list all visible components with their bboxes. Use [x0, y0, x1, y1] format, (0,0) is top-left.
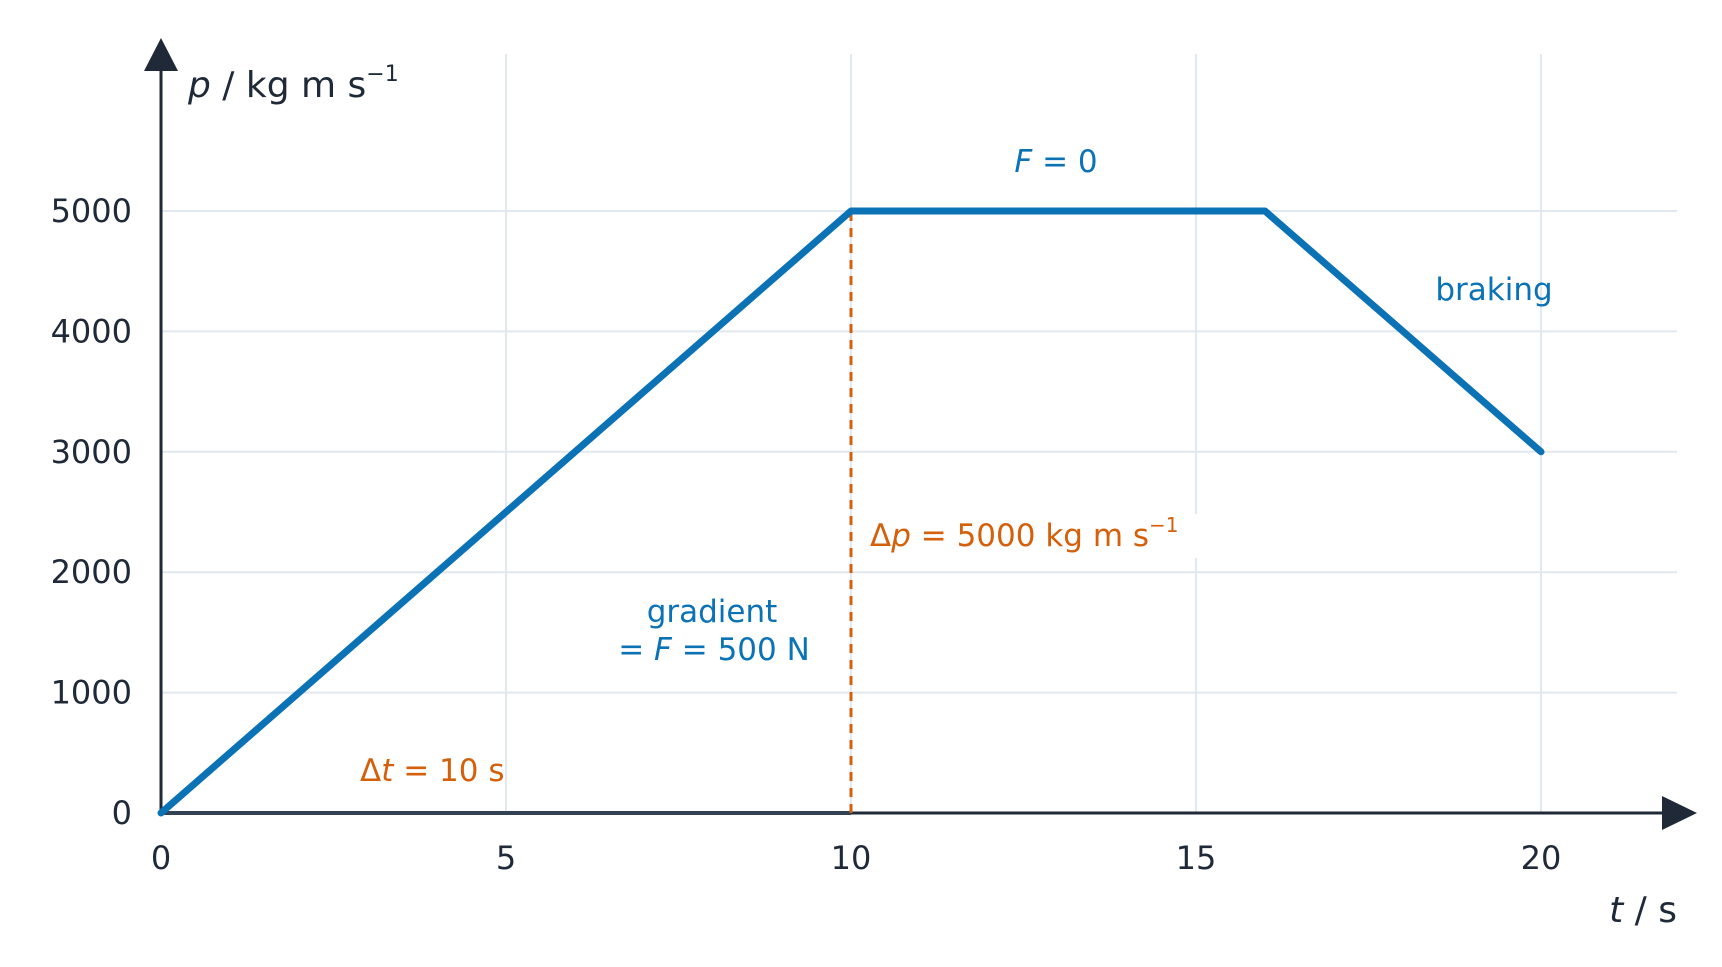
annotation-f-zero-var: F: [1014, 144, 1033, 180]
y-axis-unit: / kg m s: [211, 65, 366, 106]
y-axis-unit-exponent: −1: [366, 62, 398, 87]
grid-lines: [161, 54, 1677, 813]
x-axis-variable: t: [1609, 890, 1625, 931]
annotation-gradient-line2: = F = 500 N: [618, 632, 810, 668]
plot-marks: [157, 207, 1545, 817]
chart-labels: p / kg m s−1 t / s F = 0 braking gradien…: [187, 62, 1677, 931]
delta-p-label-background: [866, 514, 1206, 558]
y-axis-variable: p: [187, 65, 211, 106]
y-tick-label-3000: 3000: [51, 433, 132, 471]
annotation-gradient-line1: gradient: [647, 594, 778, 630]
y-tick-label-2000: 2000: [51, 553, 132, 591]
x-tick-label-20: 20: [1521, 839, 1562, 877]
annotation-gradient-pre: =: [618, 632, 654, 668]
y-tick-label-1000: 1000: [51, 674, 132, 712]
annotation-f-zero: F = 0: [1014, 144, 1097, 180]
annotation-delta-p-var: p: [890, 518, 911, 554]
x-tick-label-10: 10: [831, 839, 872, 877]
annotation-delta-t-rest: = 10 s: [393, 753, 504, 789]
annotation-delta-p-exponent: −1: [1149, 513, 1178, 537]
y-tick-label-4000: 4000: [51, 312, 132, 350]
axes: [144, 38, 1697, 830]
x-tick-label-15: 15: [1176, 839, 1217, 877]
tick-labels: 0 5 10 15 20 0 1000 2000 3000 4000 5000: [51, 192, 1562, 877]
annotation-delta-t-var: t: [381, 753, 395, 789]
annotation-f-zero-rest: = 0: [1032, 144, 1097, 180]
x-axis-arrow: [1662, 796, 1697, 830]
annotation-delta-p: Δp = 5000 kg m s−1: [870, 513, 1179, 554]
annotation-braking: braking: [1435, 272, 1552, 308]
annotation-gradient-var: F: [654, 632, 673, 668]
x-tick-label-5: 5: [496, 839, 516, 877]
annotation-delta-t-pre: Δ: [360, 753, 381, 789]
series-line-0: [157, 207, 1545, 817]
y-tick-label-0: 0: [112, 794, 132, 832]
annotation-delta-p-rest: = 5000 kg m s: [911, 518, 1149, 554]
x-tick-label-0: 0: [151, 839, 171, 877]
x-axis-label: t / s: [1609, 890, 1677, 931]
y-axis-label: p / kg m s−1: [187, 62, 399, 106]
annotation-delta-p-pre: Δ: [870, 518, 891, 554]
y-tick-label-5000: 5000: [51, 192, 132, 230]
y-axis-arrow: [144, 38, 178, 71]
annotation-delta-t: Δt = 10 s: [360, 753, 505, 789]
x-axis-unit: / s: [1623, 890, 1677, 931]
annotation-gradient-rest: = 500 N: [672, 632, 810, 668]
